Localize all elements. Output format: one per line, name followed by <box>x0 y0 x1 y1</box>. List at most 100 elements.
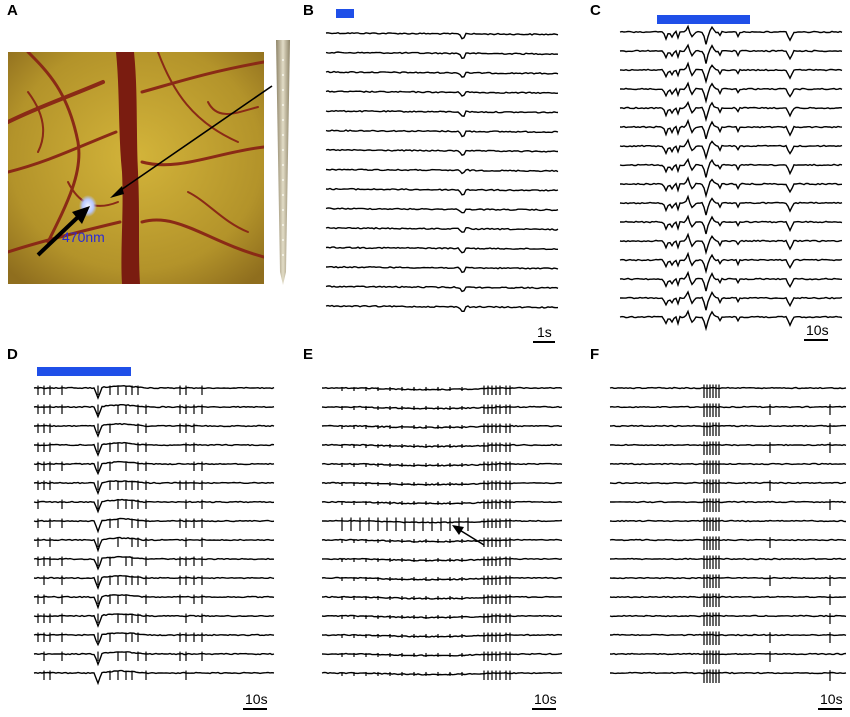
trace-c <box>619 232 843 256</box>
trace-e <box>322 519 563 524</box>
trace-e <box>321 557 563 562</box>
trace-d <box>33 632 275 647</box>
trace-b <box>325 129 559 138</box>
trace-f <box>609 500 847 504</box>
scale-label-d: 10s <box>245 691 268 707</box>
trace-d <box>33 594 275 610</box>
trace-c <box>619 43 843 64</box>
trace-e <box>321 424 563 429</box>
brain-surface-image <box>8 52 264 284</box>
trace-f <box>609 614 847 618</box>
trace-c <box>619 81 843 104</box>
trace-b <box>325 70 559 78</box>
scale-bar-f <box>818 708 842 710</box>
panel-letter-c: C <box>590 2 601 19</box>
trace-c <box>619 157 843 178</box>
scale-label-f: 10s <box>820 691 843 707</box>
trace-b <box>325 51 559 60</box>
trace-d <box>33 404 275 419</box>
trace-d <box>33 479 275 496</box>
trace-f <box>609 424 847 428</box>
trace-c <box>619 138 843 161</box>
trace-b <box>325 207 559 214</box>
trace-d <box>33 651 275 667</box>
trace-f <box>609 462 847 466</box>
trace-c <box>619 61 843 85</box>
stimulus-bar-d <box>37 367 131 376</box>
trace-f <box>609 595 847 599</box>
stimulus-bar-b <box>336 9 354 18</box>
branch-vessels <box>8 52 264 259</box>
panel-letter-e: E <box>303 346 314 363</box>
trace-e <box>321 614 563 619</box>
brain-surface-photo <box>8 52 264 284</box>
trace-f <box>609 671 847 675</box>
trace-e <box>321 671 563 676</box>
trace-e <box>321 595 563 600</box>
wavelength-label: 470nm <box>62 229 105 245</box>
main-vessel <box>116 52 140 284</box>
stimulation-arrow <box>36 215 80 257</box>
trace-e <box>321 576 563 581</box>
trace-c <box>619 118 843 140</box>
trace-e <box>321 405 563 410</box>
trace-e <box>321 500 563 505</box>
probe-arrow <box>110 85 273 198</box>
stimulus-bar-c <box>657 15 750 24</box>
trace-d <box>33 555 275 571</box>
trace-f <box>609 443 847 447</box>
scale-label-e: 10s <box>534 691 557 707</box>
trace-c <box>619 270 843 292</box>
trace-b <box>325 148 559 157</box>
trace-c <box>619 100 843 123</box>
trace-c <box>619 194 843 216</box>
trace-c <box>619 214 843 235</box>
trace-f <box>609 652 847 656</box>
trace-d <box>33 613 275 628</box>
trace-e <box>321 633 563 638</box>
trace-f <box>609 519 847 523</box>
trace-b <box>325 31 559 40</box>
trace-d <box>33 574 275 590</box>
traces-panel-d <box>33 384 275 686</box>
trace-b <box>325 226 559 233</box>
scale-bar-d <box>243 708 267 710</box>
trace-b <box>325 109 559 117</box>
scale-label-b: 1s <box>537 324 552 340</box>
panel-letter-b: B <box>303 2 314 19</box>
scale-bar-b <box>533 341 555 343</box>
trace-e <box>321 538 563 543</box>
trace-e <box>321 481 563 486</box>
trace-f <box>609 557 847 561</box>
trace-f <box>609 481 847 485</box>
traces-panel-f <box>609 384 847 683</box>
panel-letter-f: F <box>590 346 600 363</box>
trace-c <box>620 176 843 199</box>
trace-f <box>610 633 847 637</box>
trace-e <box>321 462 563 467</box>
trace-b <box>325 246 558 254</box>
trace-f <box>609 386 847 390</box>
trace-d <box>33 460 275 476</box>
trace-b <box>325 90 559 97</box>
trace-c <box>620 290 843 311</box>
trace-b <box>325 168 559 175</box>
traces-panel-e <box>321 385 563 680</box>
trace-d <box>33 498 275 514</box>
trace-c <box>619 309 843 332</box>
electrode-probe <box>276 40 290 285</box>
panel-letter-a: A <box>7 2 18 19</box>
trace-b <box>325 187 559 196</box>
panel-letter-d: D <box>7 346 18 363</box>
artifact-arrow <box>452 525 485 546</box>
trace-c <box>619 24 843 45</box>
scale-bar-e <box>532 708 556 710</box>
trace-f <box>609 576 847 580</box>
trace-b <box>325 265 559 274</box>
trace-c <box>619 251 843 275</box>
trace-e <box>321 386 563 391</box>
trace-f <box>609 538 847 542</box>
scale-label-c: 10s <box>806 322 829 338</box>
trace-d <box>34 422 275 438</box>
trace-d <box>33 384 275 400</box>
